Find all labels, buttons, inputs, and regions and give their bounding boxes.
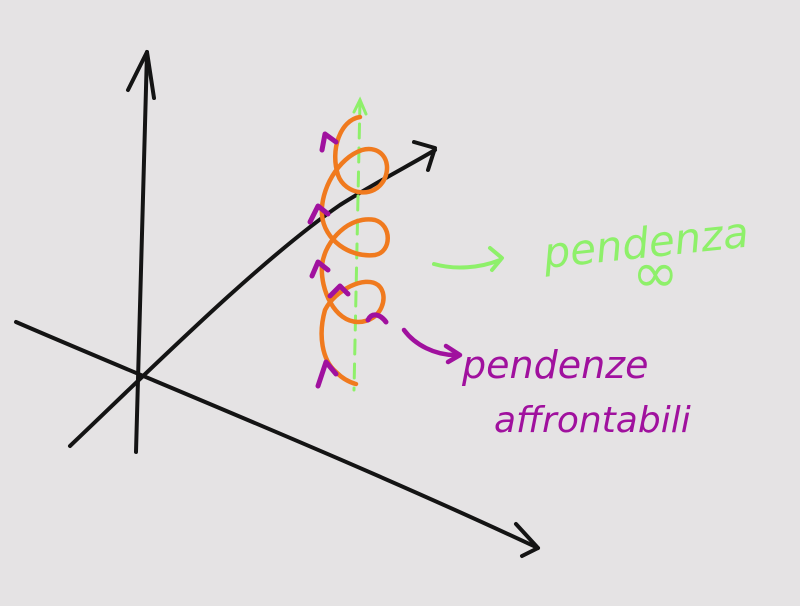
- diagonal-axis: [68, 148, 437, 448]
- vertical-axis-arrowhead: [126, 50, 156, 100]
- helix-spiral: [319, 114, 390, 387]
- dashed-vertical-line: [352, 98, 362, 392]
- infinite-slope-pointer-head: [488, 246, 504, 272]
- dashed-line-arrowhead: [352, 96, 368, 116]
- slope-arrows: [307, 131, 389, 389]
- affordable-slopes-label-line1: pendenze: [461, 343, 649, 387]
- infinity-symbol: ∞: [632, 241, 679, 306]
- axes: [14, 50, 540, 558]
- slope-arrow-3: [309, 259, 331, 279]
- affordable-slopes-label-line2: affrontabili: [494, 400, 691, 441]
- slope-arrow-2: [307, 203, 331, 225]
- diagonal-axis-arrowhead: [412, 140, 437, 172]
- slope-arrow-1: [319, 131, 339, 153]
- affordable-slope-pointer: [401, 327, 458, 358]
- horizontal-axis: [14, 320, 540, 550]
- horizontal-axis-arrowhead: [514, 522, 540, 558]
- infinite-slope-pointer: [432, 258, 502, 270]
- affordable-slope-pointer-head: [443, 343, 463, 365]
- slope-arrow-4: [327, 283, 351, 299]
- slope-arrow-5: [315, 359, 339, 389]
- slope-arrow-6: [365, 312, 389, 325]
- vertical-axis: [134, 50, 149, 454]
